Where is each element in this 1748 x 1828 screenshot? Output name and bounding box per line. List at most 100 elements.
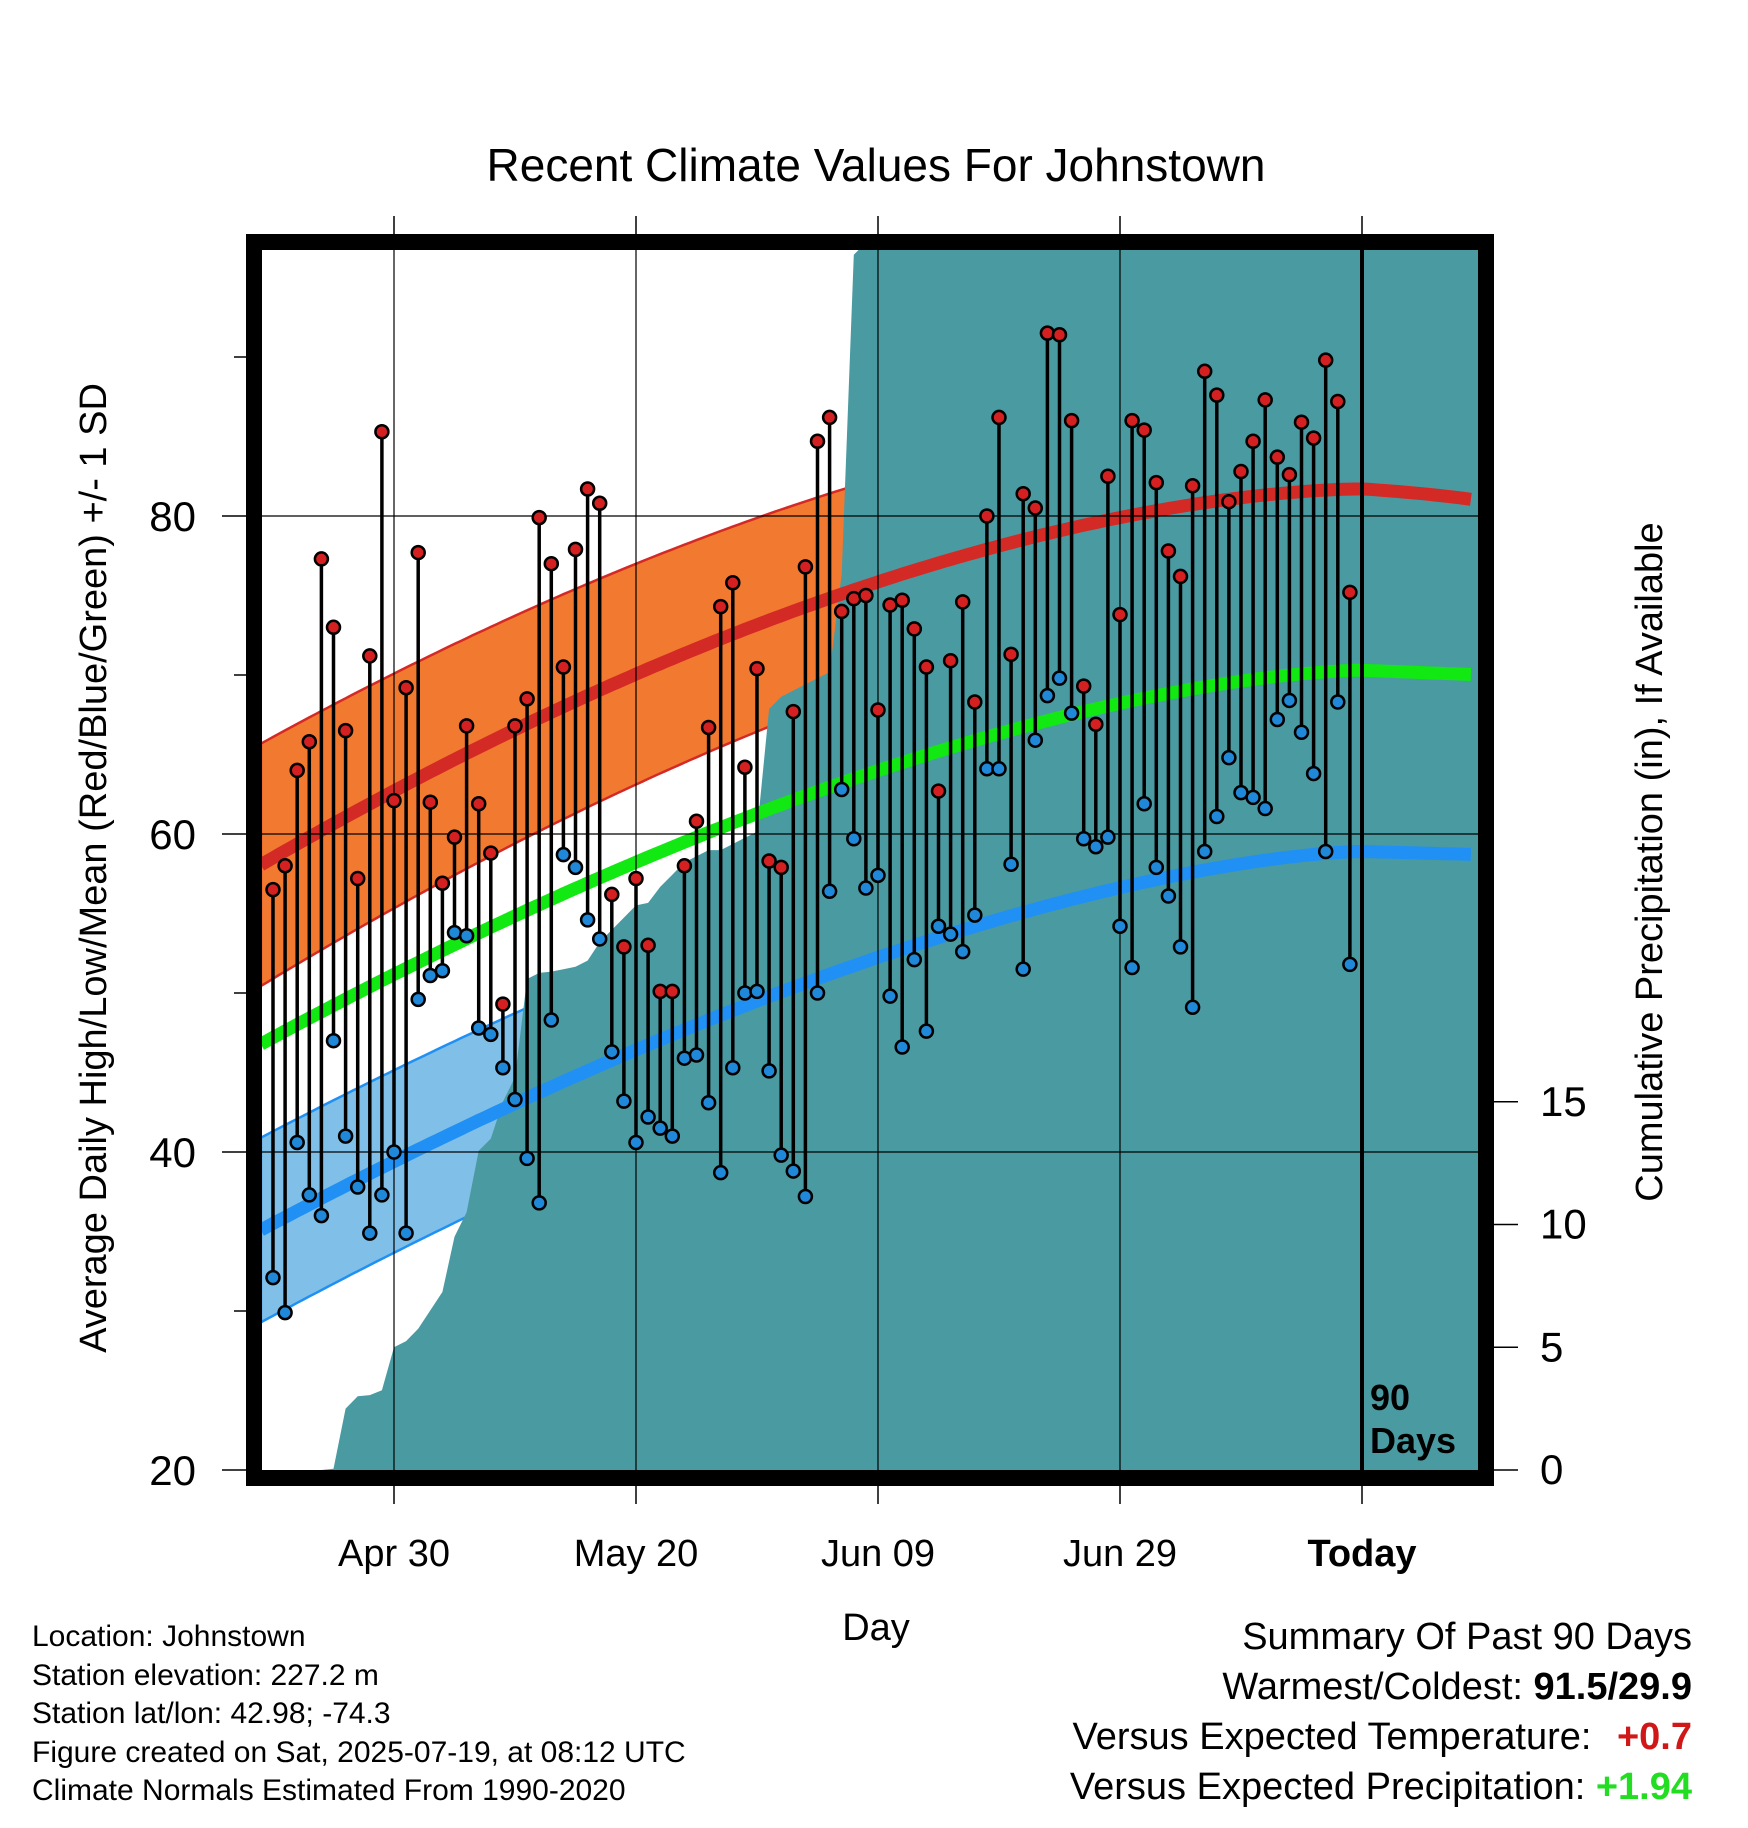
high-point <box>918 659 935 675</box>
high-point <box>531 509 547 526</box>
high-point <box>1075 678 1092 694</box>
latlon-text: Station lat/lon: 42.98; -74.3 <box>32 1697 391 1730</box>
high-point <box>1293 414 1310 430</box>
low-point <box>1039 687 1056 704</box>
high-point <box>410 544 426 561</box>
high-point <box>712 598 729 615</box>
low-point <box>265 1269 281 1286</box>
low-point <box>712 1164 729 1181</box>
high-point <box>1245 433 1261 450</box>
created-text: Figure created on Sat, 2025-07-19, at 08… <box>32 1735 686 1769</box>
high-point <box>991 409 1007 426</box>
low-point <box>628 1134 644 1151</box>
y2-tick-label: 10 <box>1540 1201 1587 1248</box>
low-point <box>1184 999 1201 1016</box>
high-point <box>906 621 923 637</box>
high-point <box>325 619 342 636</box>
high-point <box>483 845 499 861</box>
precip-anomaly-row: Versus Expected Precipitation: +1.94 <box>1070 1762 1692 1812</box>
x-axis-label: Day <box>842 1607 910 1649</box>
low-point <box>1015 961 1031 977</box>
low-point <box>858 880 874 896</box>
high-point <box>1112 606 1128 623</box>
low-point <box>1269 711 1286 728</box>
x-tick-label: Apr 30 <box>338 1533 450 1575</box>
low-point <box>1245 789 1261 806</box>
precip-anomaly-label: Versus Expected Precipitation: <box>1069 1766 1586 1808</box>
low-point <box>991 761 1007 777</box>
low-point <box>773 1147 789 1163</box>
high-point <box>1148 474 1165 491</box>
low-point <box>785 1163 802 1179</box>
low-point <box>543 1012 560 1028</box>
chart-title: Recent Climate Values For Johnstown <box>487 139 1266 191</box>
high-point <box>628 870 644 887</box>
high-point <box>1051 326 1068 343</box>
high-point <box>289 762 305 779</box>
high-point <box>604 886 620 903</box>
low-point <box>374 1187 390 1203</box>
low-point <box>386 1144 402 1160</box>
low-point <box>1293 724 1310 740</box>
precip-anomaly-value: +1.94 <box>1595 1766 1692 1808</box>
high-point <box>277 858 293 874</box>
high-point <box>858 587 874 604</box>
high-point <box>821 409 838 426</box>
low-point <box>1221 749 1237 766</box>
low-point <box>906 951 923 968</box>
today-label-number: 90 <box>1370 1377 1410 1418</box>
high-point <box>386 792 402 809</box>
high-point <box>301 734 318 750</box>
high-point <box>1124 412 1140 429</box>
low-point <box>1136 796 1152 812</box>
high-point <box>591 495 608 512</box>
high-point <box>446 829 463 845</box>
warmest-coldest-label: Warmest/Coldest: <box>1222 1666 1523 1708</box>
low-point <box>1196 843 1213 860</box>
high-point <box>809 433 826 450</box>
high-point <box>543 555 560 572</box>
low-point <box>688 1047 705 1063</box>
y2-tick-label: 0 <box>1540 1446 1563 1493</box>
high-point <box>579 481 596 497</box>
high-point <box>954 594 971 610</box>
location-text: Location: Johnstown <box>32 1620 306 1653</box>
low-point <box>1342 956 1358 973</box>
low-point <box>434 962 451 979</box>
high-point <box>1342 584 1358 601</box>
low-point <box>725 1059 741 1076</box>
low-point <box>555 846 572 863</box>
low-point <box>1172 939 1189 955</box>
high-point <box>1269 449 1286 465</box>
high-point <box>1172 568 1189 585</box>
high-point <box>1221 493 1237 510</box>
high-point <box>1003 646 1019 663</box>
low-point <box>942 926 959 942</box>
x-tick-label: Jun 09 <box>821 1533 935 1575</box>
high-point <box>1100 468 1116 484</box>
high-point <box>1136 422 1152 438</box>
high-point <box>773 859 789 876</box>
high-point <box>519 691 535 707</box>
high-point <box>362 648 378 664</box>
low-point <box>483 1026 499 1043</box>
high-point <box>313 551 330 567</box>
high-point <box>761 853 777 869</box>
low-point <box>1124 959 1140 976</box>
y-axis-label: Average Daily High/Low/Mean (Red/Blue/Gr… <box>73 383 115 1353</box>
high-point <box>1317 352 1334 368</box>
high-point <box>1027 500 1044 516</box>
low-point <box>313 1207 330 1224</box>
high-point <box>1184 478 1201 494</box>
low-point <box>1051 670 1068 686</box>
high-point <box>495 996 511 1012</box>
low-point <box>410 991 426 1008</box>
high-point <box>567 541 584 558</box>
high-point <box>1281 466 1298 483</box>
low-point <box>761 1063 777 1079</box>
y-tick-label: 60 <box>149 811 196 858</box>
low-point <box>591 931 608 947</box>
low-point <box>349 1179 366 1195</box>
high-point <box>374 423 390 440</box>
low-point <box>640 1109 656 1125</box>
